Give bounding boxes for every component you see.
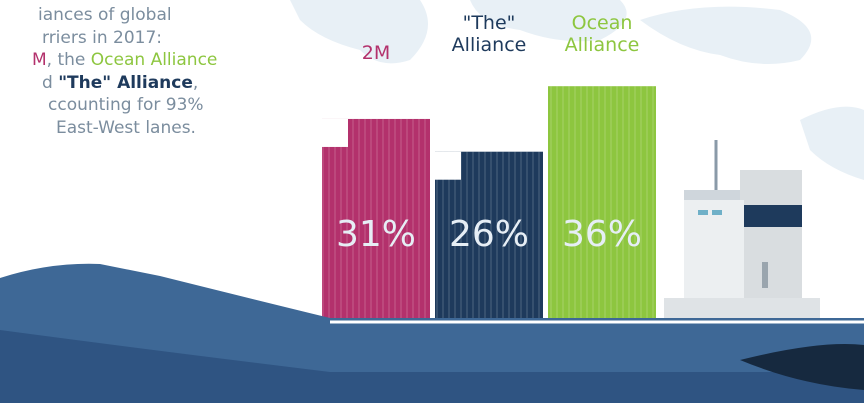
annotation-span: d	[42, 72, 59, 93]
annotation-span: Ocean Alliance	[90, 50, 218, 70]
container-texture	[435, 151, 543, 322]
annotation-span: ccounting for 93%	[48, 95, 204, 115]
world-map	[290, 0, 864, 180]
annotation-line: rriers in 2017:	[0, 27, 217, 50]
annotation-span: East-West lanes.	[56, 117, 196, 138]
container-texture	[322, 118, 430, 322]
annotation-span: iances of global	[38, 5, 172, 25]
annotation-line: ccounting for 93%	[0, 94, 217, 117]
value-label: 26%	[449, 214, 529, 255]
stack-notch	[322, 118, 348, 147]
annotation-line: iances of global	[0, 4, 217, 27]
value-label: 36%	[562, 214, 642, 255]
annotation-span: "The" Alliance	[58, 72, 193, 93]
annotation-span: , the	[46, 50, 91, 70]
container-texture	[548, 86, 656, 322]
annotation-line: East-West lanes.	[0, 117, 217, 140]
container-stacks	[322, 86, 656, 322]
category-label: 2M	[361, 42, 391, 64]
value-label: 31%	[336, 214, 416, 255]
annotation-span: rriers in 2017:	[42, 27, 163, 48]
value-labels: 31% 26% 36%	[336, 214, 642, 255]
ship-bridge	[664, 140, 820, 324]
stack-notch	[435, 151, 461, 180]
annotation: iances of global rriers in 2017: M, the Oc…	[0, 4, 217, 139]
annotation-span: M	[32, 50, 47, 70]
category-label: "The" Alliance	[451, 12, 527, 56]
annotation-line: d "The" Alliance,	[0, 72, 217, 95]
annotation-span: ,	[192, 72, 199, 93]
category-label: Ocean Alliance	[564, 12, 640, 56]
ship-hull	[0, 263, 864, 403]
annotation-line: M, the Ocean Alliance	[0, 49, 217, 72]
